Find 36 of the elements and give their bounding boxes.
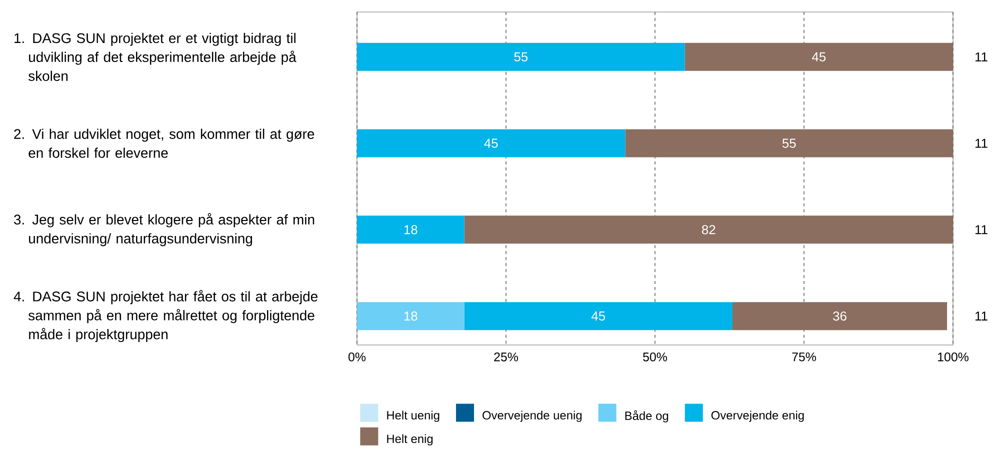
legend-label: Helt uenig xyxy=(387,410,440,422)
legend-label: Både og xyxy=(625,410,668,422)
text: 11 xyxy=(976,312,988,321)
data-label: 82 xyxy=(702,225,716,234)
data-label: 45 xyxy=(591,312,606,321)
bar xyxy=(732,302,948,330)
bar xyxy=(684,42,954,71)
y-tick-label: 3. Jeg selv er blevet klogere på aspekter af min undervisning/ naturfagsundervisning xyxy=(14,213,314,246)
text: 11 xyxy=(976,52,988,62)
data-label: 18 xyxy=(404,311,418,321)
bar xyxy=(357,302,464,330)
legend-label: Overvejende uenig xyxy=(482,410,582,422)
data-label: 45 xyxy=(812,52,826,62)
bar xyxy=(357,42,685,71)
y-tick-label: 1. DASG SUN projektet er et vigtigt bidrag til udvikling af det eksperimentelle arbejde på skolen xyxy=(14,32,296,81)
data-label: 45 xyxy=(484,138,498,148)
bar xyxy=(464,216,954,244)
text: 11 xyxy=(976,225,988,234)
legend-label: Helt enig xyxy=(387,434,433,446)
data-label: 36 xyxy=(833,311,846,321)
data-label: 55 xyxy=(514,52,528,62)
x-tick-label: 0% xyxy=(348,352,366,362)
bar xyxy=(625,129,954,158)
bar xyxy=(464,302,732,330)
bar xyxy=(357,129,626,158)
data-label: 18 xyxy=(404,225,418,234)
x-tick-label: 100% xyxy=(938,352,968,362)
x-tick-label: 50% xyxy=(643,352,668,362)
y-tick-label: 4. DASG SUN projektet har fået os til at arbejde sammen på en mere målrettet og forpligtende måde i projektgruppen xyxy=(14,290,318,342)
y-tick-label: 2. Vi har udviklet noget, som kommer til at gøre en forskel for eleverne xyxy=(14,128,314,158)
x-tick-label: 75% xyxy=(792,352,816,362)
text: 11 xyxy=(976,138,988,148)
bar xyxy=(357,216,464,244)
legend-label: Overvejende enig xyxy=(711,410,804,422)
x-tick-label: 25% xyxy=(494,352,518,362)
data-label: 55 xyxy=(782,138,796,148)
